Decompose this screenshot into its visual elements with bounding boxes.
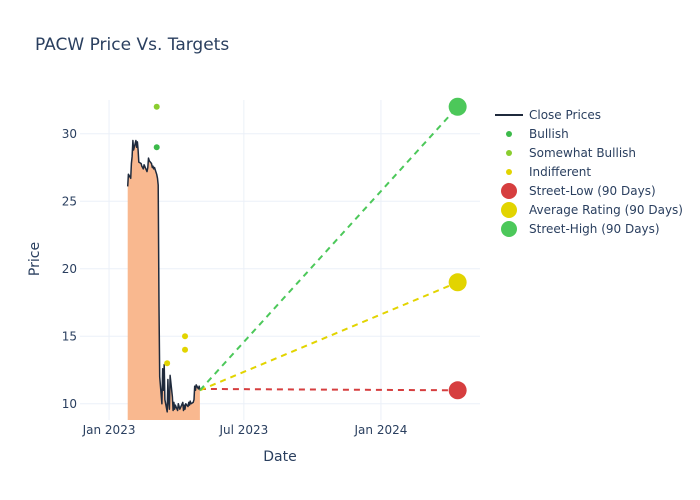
street-high-target-line: [199, 106, 459, 391]
close-price-line: [126, 139, 201, 413]
legend[interactable]: Close Prices Bullish Somewhat Bullish Indif…: [495, 108, 683, 237]
legend-label: Street-High (90 Days): [529, 222, 660, 236]
legend-swatch: [501, 221, 517, 237]
legend-swatch: [501, 183, 517, 199]
y-tick-label: 20: [62, 262, 77, 276]
legend-indifferent[interactable]: Indifferent: [506, 165, 591, 179]
y-tick-label: 15: [62, 329, 77, 343]
axis-ticks: Jan 2023 Jul 2023 Jan 2024 10 15 20 25 30: [62, 127, 408, 437]
y-axis-title: Price: [27, 242, 43, 276]
close-price-area: [127, 140, 200, 420]
legend-swatch: [506, 169, 512, 175]
legend-label: Somewhat Bullish: [529, 146, 636, 160]
average-rating-target-line: [199, 281, 459, 392]
chart-title: PACW Price Vs. Targets: [35, 35, 229, 55]
legend-average-rating[interactable]: Average Rating (90 Days): [501, 202, 683, 218]
x-tick-label: Jan 2023: [82, 423, 136, 437]
legend-close-prices[interactable]: Close Prices: [495, 108, 601, 122]
indifferent-rating-point: [182, 346, 189, 353]
legend-label: Close Prices: [529, 108, 601, 122]
indifferent-rating-point: [164, 360, 171, 367]
street-low-target-line: [199, 387, 458, 392]
legend-label: Street-Low (90 Days): [529, 184, 656, 198]
legend-street-low[interactable]: Street-Low (90 Days): [501, 183, 656, 199]
street-low-target-point: [448, 381, 467, 400]
legend-somewhat-bullish[interactable]: Somewhat Bullish: [506, 146, 636, 160]
bullish-rating-point: [153, 144, 160, 151]
plot-area: [126, 97, 467, 420]
indifferent-rating-point: [182, 333, 189, 340]
street-high-target-point: [448, 97, 467, 116]
legend-bullish[interactable]: Bullish: [506, 127, 569, 141]
legend-label: Bullish: [529, 127, 569, 141]
y-tick-label: 25: [62, 194, 77, 208]
legend-label: Average Rating (90 Days): [529, 203, 683, 217]
legend-street-high[interactable]: Street-High (90 Days): [501, 221, 660, 237]
somewhat-bullish-rating-point: [153, 103, 160, 110]
average-rating-target-point: [448, 273, 467, 292]
legend-swatch: [506, 150, 512, 156]
y-tick-label: 10: [62, 397, 77, 411]
legend-swatch: [501, 202, 517, 218]
legend-label: Indifferent: [529, 165, 591, 179]
legend-swatch: [506, 131, 512, 137]
x-tick-label: Jan 2024: [354, 423, 408, 437]
x-axis-title: Date: [263, 449, 296, 465]
x-tick-label: Jul 2023: [218, 423, 268, 437]
y-tick-label: 30: [62, 127, 77, 141]
